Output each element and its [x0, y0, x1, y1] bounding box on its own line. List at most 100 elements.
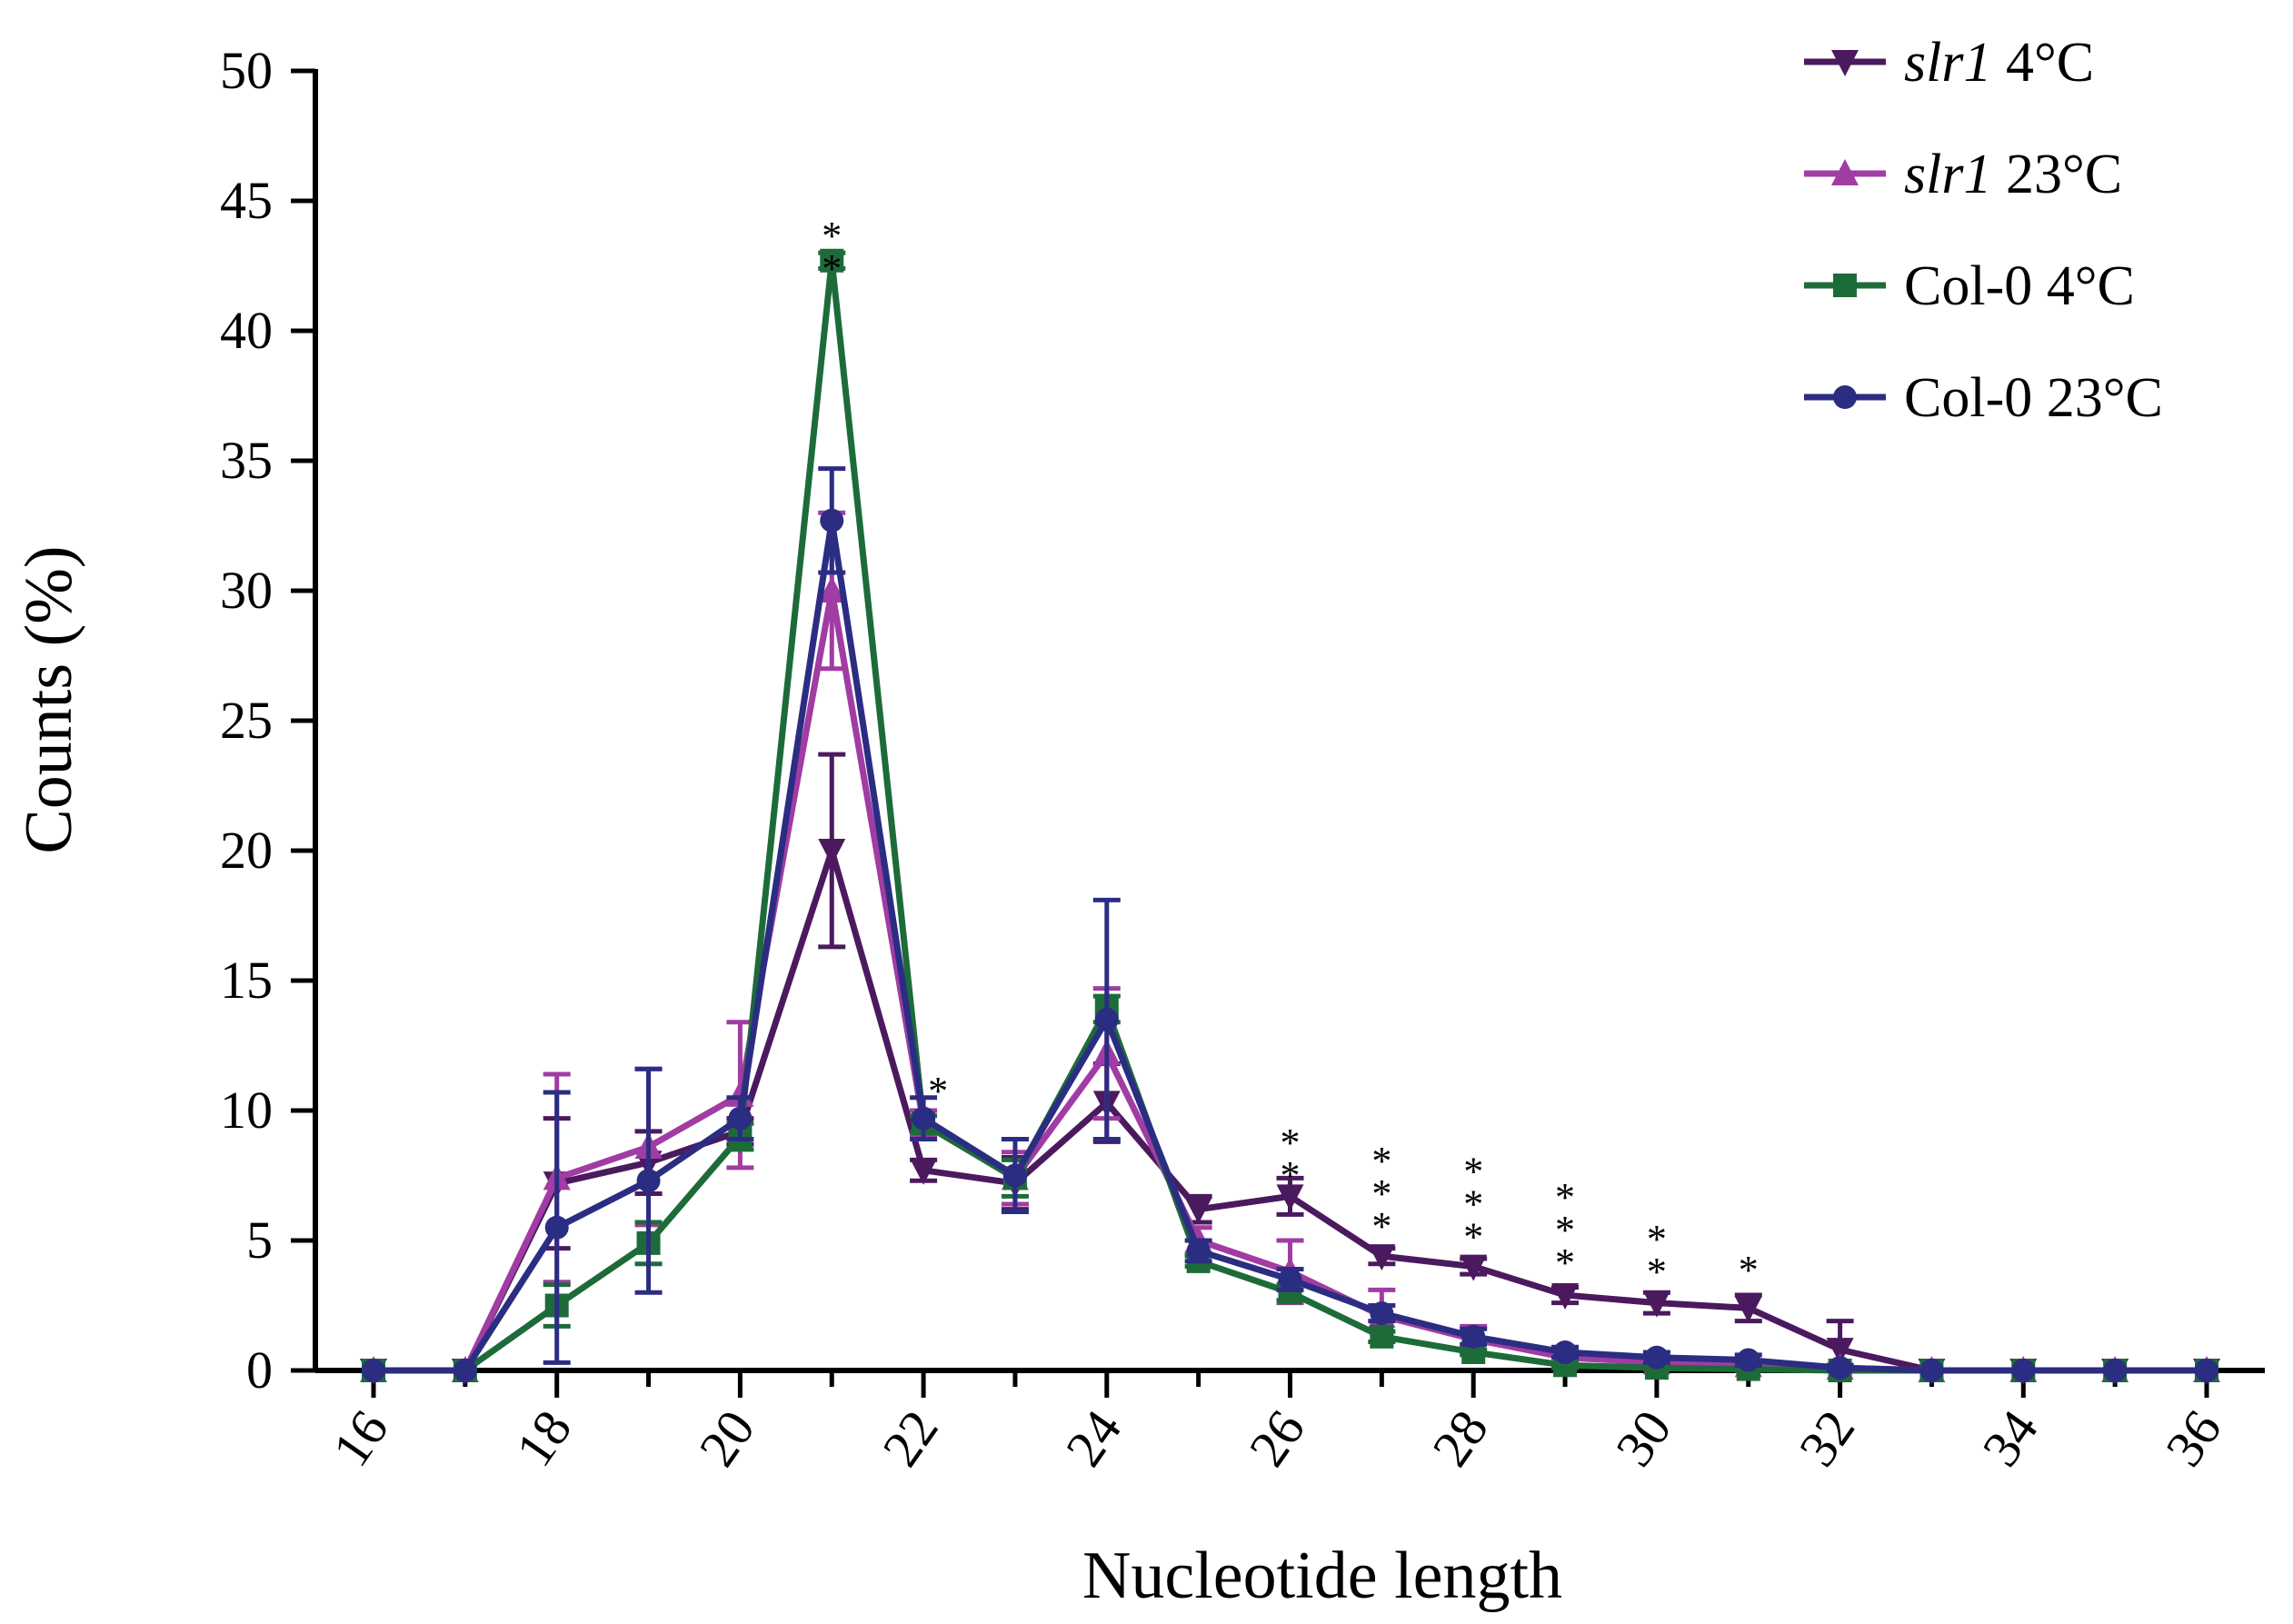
legend-label-text: Col-0 23°C [1904, 367, 2163, 429]
x-tick-label: 34 [1970, 1400, 2049, 1477]
star-mark: * [822, 246, 842, 291]
significance-stars: ** [1281, 1121, 1301, 1198]
x-tick-label: 30 [1604, 1400, 1683, 1477]
y-tick-label: 45 [220, 171, 273, 230]
data-point [818, 576, 846, 603]
data-point [910, 1158, 938, 1185]
data-point [912, 1106, 936, 1131]
significance-annotations: ***** *********** * [822, 214, 1759, 1294]
y-tick-label: 10 [220, 1081, 273, 1140]
data-point [544, 1215, 569, 1240]
legend-label: Col-0 4°C [1904, 255, 2135, 317]
data-point [1002, 1163, 1027, 1188]
x-tick-label: 18 [504, 1400, 583, 1477]
data-point [453, 1359, 477, 1382]
x-tick-label: 32 [1788, 1400, 1867, 1477]
x-tick-label: 26 [1238, 1400, 1317, 1477]
data-point [1368, 1244, 1396, 1271]
significance-stars: *** [1463, 1149, 1483, 1259]
star-mark: * [1647, 1250, 1667, 1294]
data-point [1184, 1197, 1212, 1224]
y-tick-label: 50 [220, 41, 273, 100]
data-point [1553, 1340, 1578, 1364]
star-mark: * [1281, 1153, 1301, 1198]
data-point [1461, 1324, 1486, 1349]
star-mark: * [822, 214, 842, 258]
x-tick-label: 22 [871, 1400, 950, 1477]
y-tick-label: 20 [220, 821, 273, 880]
legend-marker [1833, 274, 1857, 297]
star-mark: * [1463, 1214, 1483, 1259]
x-tick-label: 16 [321, 1400, 400, 1477]
data-point [820, 248, 844, 273]
star-mark: * [1371, 1171, 1391, 1216]
data-point [2011, 1359, 2036, 1382]
x-tick-label: 20 [688, 1400, 767, 1477]
x-tick-label: 28 [1421, 1400, 1500, 1477]
data-point [1370, 1324, 1394, 1349]
data-point [1734, 1296, 1762, 1323]
legend-label: slr1 23°C [1904, 144, 2122, 205]
data-point [818, 839, 846, 865]
x-tick-label: 36 [2154, 1400, 2233, 1477]
y-tick-label: 15 [220, 951, 273, 1010]
data-point [1919, 1359, 1944, 1382]
data-point [1186, 1239, 1211, 1263]
data-point [1460, 1254, 1488, 1281]
series-group [360, 248, 2220, 1385]
significance-stars: * [928, 1069, 948, 1113]
data-point [1736, 1348, 1760, 1372]
star-mark: * [1281, 1121, 1301, 1165]
star-mark: * [1463, 1149, 1483, 1193]
star-mark: * [1555, 1175, 1575, 1220]
significance-stars: *** [1555, 1175, 1575, 1285]
significance-stars: ** [822, 214, 842, 291]
y-tick-label: 30 [220, 561, 273, 620]
data-point [1551, 1283, 1580, 1310]
star-mark: * [1463, 1181, 1483, 1226]
star-mark: * [1555, 1240, 1575, 1285]
data-point [820, 508, 844, 533]
legend: slr1 4°C slr1 23°C Col-0 4°C Col-0 23°C [1804, 32, 2163, 429]
y-tick-label: 35 [220, 431, 273, 490]
x-axis-title: Nucleotide length [1082, 1539, 1562, 1613]
legend-label: slr1 4°C [1904, 32, 2094, 94]
legend-marker [1833, 385, 1857, 409]
data-point [1278, 1267, 1302, 1291]
legend-label: Col-0 23°C [1904, 367, 2163, 429]
significance-stars: *** [1371, 1139, 1391, 1249]
star-mark: * [928, 1069, 948, 1113]
significance-stars: * [1739, 1248, 1759, 1292]
data-point [1094, 1007, 1119, 1031]
data-point [1642, 1290, 1670, 1318]
legend-label-italic: slr1 [1904, 144, 1991, 205]
star-mark: * [1647, 1217, 1667, 1261]
data-point [1276, 1184, 1304, 1211]
significance-stars: ** [1647, 1217, 1667, 1294]
legend-item: Col-0 23°C [1804, 367, 2163, 429]
y-tick-label: 40 [220, 301, 273, 360]
data-point [1370, 1301, 1394, 1326]
legend-label-text: Col-0 4°C [1904, 255, 2135, 317]
y-tick-label: 0 [246, 1340, 273, 1400]
legend-item: Col-0 4°C [1804, 255, 2135, 317]
data-point [362, 1359, 385, 1382]
legend-item: slr1 23°C [1804, 144, 2122, 205]
star-mark: * [1371, 1204, 1391, 1249]
data-point [1828, 1356, 1852, 1380]
legend-item: slr1 4°C [1804, 32, 2094, 94]
legend-label-text: 4°C [1991, 32, 2094, 94]
x-tick-label: 24 [1054, 1400, 1133, 1477]
legend-marker [1831, 159, 1859, 185]
data-point [636, 1169, 661, 1193]
y-axis-title: Counts (%) [12, 545, 86, 853]
legend-label-italic: slr1 [1904, 32, 1991, 94]
y-tick-label: 25 [220, 691, 273, 750]
y-tick-label: 5 [246, 1211, 273, 1270]
star-mark: * [1555, 1208, 1575, 1252]
data-point [2103, 1359, 2128, 1382]
data-point [728, 1106, 753, 1131]
legend-marker [1831, 50, 1859, 76]
data-point [1644, 1345, 1669, 1370]
